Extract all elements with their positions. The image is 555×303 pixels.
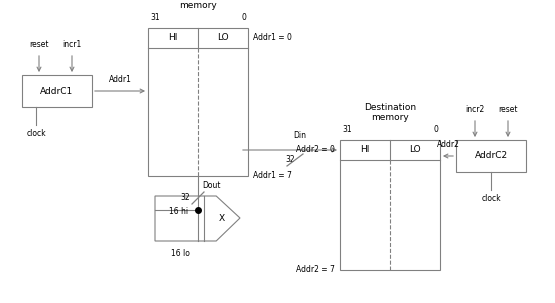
- Text: 0: 0: [433, 125, 438, 134]
- Text: Addr1: Addr1: [109, 75, 132, 84]
- Text: Din: Din: [294, 131, 306, 140]
- Text: 31: 31: [150, 13, 160, 22]
- Text: X: X: [218, 214, 224, 223]
- Text: 32: 32: [285, 155, 295, 165]
- Text: LO: LO: [217, 34, 229, 42]
- Polygon shape: [155, 196, 240, 241]
- Text: reset: reset: [498, 105, 518, 114]
- Text: 31: 31: [342, 125, 352, 134]
- Text: incr1: incr1: [62, 40, 82, 49]
- Text: 0: 0: [241, 13, 246, 22]
- Text: Addr1 = 7: Addr1 = 7: [253, 171, 292, 181]
- Text: HI: HI: [360, 145, 370, 155]
- Text: Source
memory: Source memory: [179, 0, 217, 10]
- Text: incr2: incr2: [466, 105, 485, 114]
- Text: clock: clock: [481, 194, 501, 203]
- Text: HI: HI: [168, 34, 178, 42]
- Text: Addr2: Addr2: [437, 140, 460, 149]
- Text: Destination
memory: Destination memory: [364, 103, 416, 122]
- Bar: [148, 28, 248, 176]
- Bar: [340, 140, 440, 270]
- Text: LO: LO: [409, 145, 421, 155]
- Text: 16 lo: 16 lo: [171, 249, 190, 258]
- Text: clock: clock: [26, 129, 46, 138]
- Bar: [22, 75, 92, 107]
- Text: reset: reset: [29, 40, 49, 49]
- Bar: [456, 140, 526, 172]
- Text: Dout: Dout: [202, 181, 220, 191]
- Text: 32: 32: [180, 194, 190, 202]
- Text: 16 hi: 16 hi: [169, 207, 188, 216]
- Text: Addr2 = 7: Addr2 = 7: [296, 265, 335, 275]
- Text: Addr1 = 0: Addr1 = 0: [253, 34, 292, 42]
- Text: Addr2 = 0: Addr2 = 0: [296, 145, 335, 155]
- Text: AddrC1: AddrC1: [41, 86, 74, 95]
- Text: AddrC2: AddrC2: [475, 152, 508, 161]
